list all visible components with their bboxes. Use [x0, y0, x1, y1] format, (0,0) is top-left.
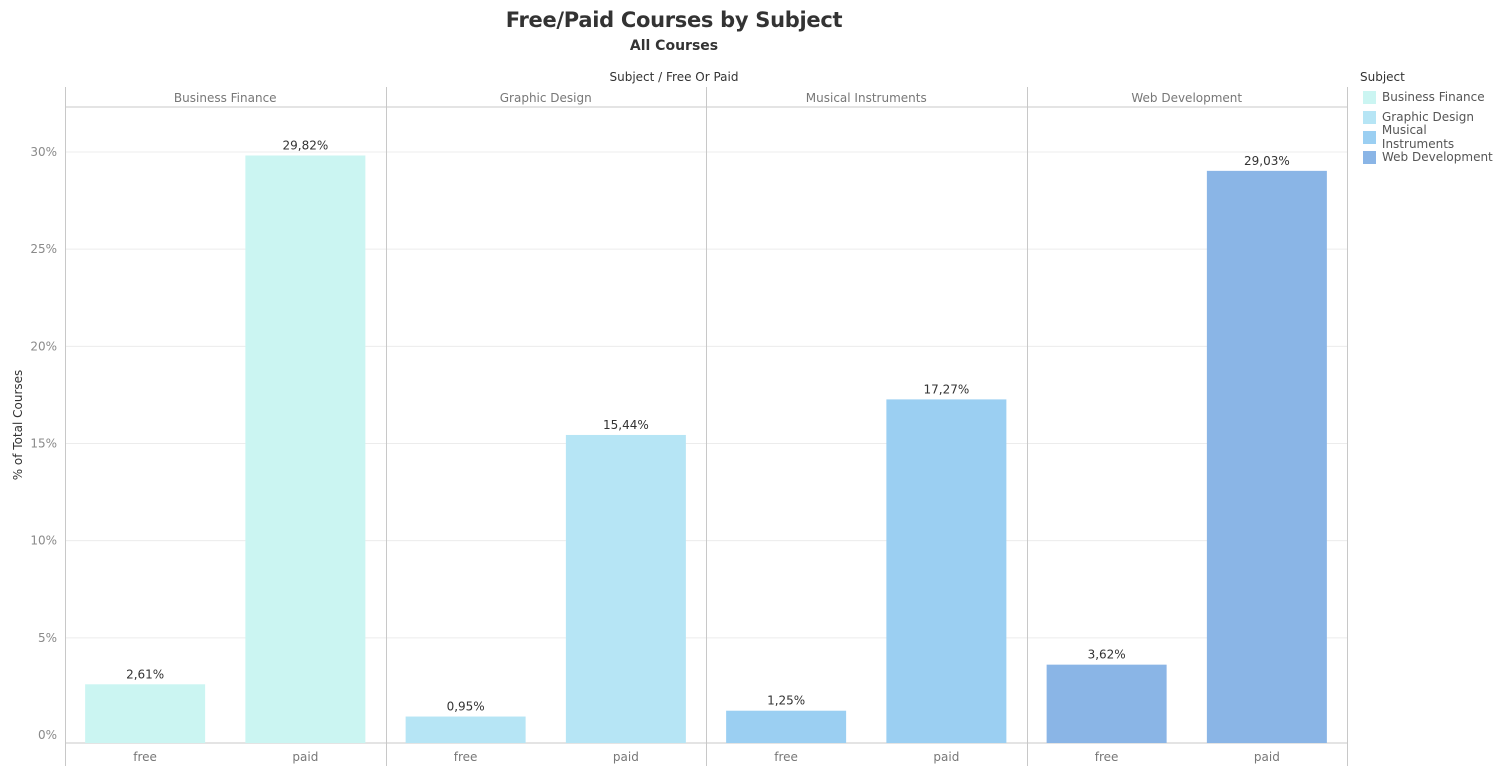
data-label: 2,61% [126, 667, 164, 681]
panel-header: Graphic Design [500, 91, 592, 105]
data-label: 0,95% [447, 700, 485, 714]
x-tick-label: paid [292, 750, 318, 764]
y-tick-label: 0% [38, 728, 57, 742]
y-tick-label: 30% [30, 145, 57, 159]
legend-item-graphic-design[interactable]: Graphic Design [1360, 107, 1502, 127]
y-tick-label: 15% [30, 437, 57, 451]
bar [726, 710, 847, 743]
data-label: 15,44% [603, 418, 649, 432]
legend-label: Musical Instruments [1381, 123, 1455, 151]
legend-swatch [1363, 130, 1376, 144]
data-label: 1,25% [767, 694, 805, 708]
data-label: 29,82% [282, 138, 328, 152]
bar [405, 716, 526, 743]
x-tick-label: free [774, 750, 798, 764]
x-tick-label: paid [1254, 750, 1280, 764]
panel-header: Business Finance [174, 91, 277, 105]
x-tick-label: free [133, 750, 157, 764]
legend-item-business-finance[interactable]: Business Finance [1360, 87, 1502, 107]
data-label: 3,62% [1088, 648, 1126, 662]
y-tick-label: 5% [38, 631, 57, 645]
data-label: 29,03% [1244, 154, 1290, 168]
x-tick-label: paid [613, 750, 639, 764]
bar [565, 434, 686, 743]
y-tick-label: 25% [30, 242, 57, 256]
legend-item-web-development[interactable]: Web Development [1360, 147, 1502, 167]
panel-header: Web Development [1131, 91, 1242, 105]
legend-label: Business Finance [1382, 90, 1485, 104]
data-label: 17,27% [923, 382, 969, 396]
bar [245, 155, 366, 744]
legend-title: Subject [1360, 70, 1405, 84]
bar [886, 399, 1007, 743]
chart-title: Free/Paid Courses by Subject [505, 8, 843, 32]
y-tick-label: 10% [30, 534, 57, 548]
legend-swatch [1363, 110, 1376, 124]
legend-label: Graphic Design [1382, 110, 1474, 124]
bar-chart: 0% 5% 10% 15% 20% 25% 30% Business Finance 2,61%… [30, 87, 1348, 766]
legend: Subject Business Finance Graphic Design … [1360, 70, 1502, 167]
bar [1206, 170, 1327, 743]
x-tick-label: paid [933, 750, 959, 764]
chart-subtitle: All Courses [629, 38, 719, 54]
column-header-label: Subject / Free Or Paid [609, 70, 739, 84]
x-tick-label: free [1095, 750, 1119, 764]
y-tick-label: 20% [30, 339, 57, 353]
legend-label: Web Development [1382, 150, 1493, 164]
bar [85, 684, 206, 743]
panel-header: Musical Instruments [806, 91, 927, 105]
bar [1046, 664, 1167, 743]
legend-item-musical-instruments[interactable]: Musical Instruments [1360, 123, 1502, 151]
legend-swatch [1363, 90, 1376, 104]
x-tick-label: free [454, 750, 478, 764]
legend-swatch [1363, 150, 1376, 164]
